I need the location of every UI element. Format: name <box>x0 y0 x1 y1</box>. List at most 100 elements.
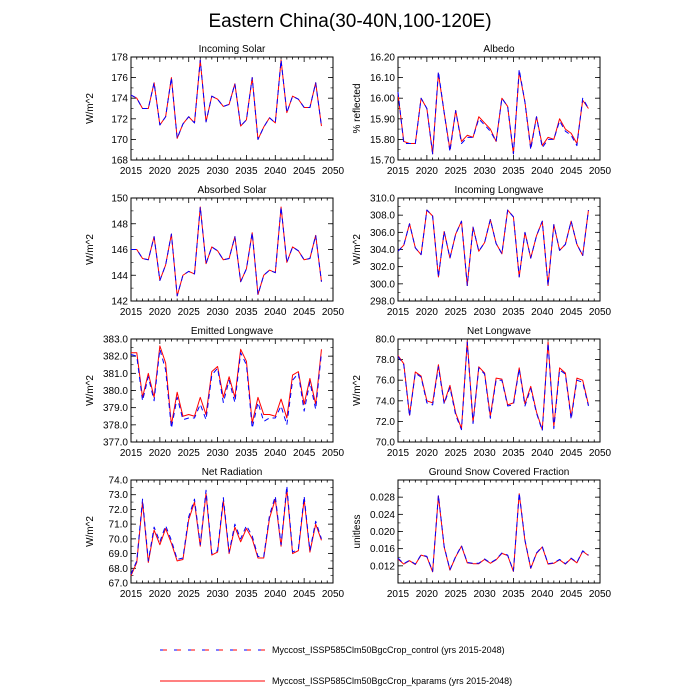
panel-title: Albedo <box>483 44 515 55</box>
y-tick-label: 71.0 <box>109 520 129 531</box>
y-tick-label: 380.0 <box>103 386 128 397</box>
x-tick-label: 2020 <box>416 589 439 600</box>
x-tick-label: 2035 <box>235 448 258 459</box>
x-tick-label: 2050 <box>589 166 612 177</box>
y-tick-label: 168 <box>111 156 128 167</box>
y-tick-label: 15.80 <box>370 135 395 146</box>
series-line-kparams <box>131 345 322 426</box>
x-tick-label: 2030 <box>206 448 229 459</box>
x-tick-label: 2050 <box>322 166 345 177</box>
y-tick-label: 16.20 <box>370 53 395 64</box>
y-tick-label: 298.0 <box>370 297 395 308</box>
x-tick-label: 2040 <box>264 307 287 318</box>
panel-albedo: Albedo 2015 2020 2025 2030 2035 2040 2045 2050 15… <box>352 44 612 177</box>
x-tick-label: 2020 <box>149 589 172 600</box>
y-tick-label: 172 <box>111 114 128 125</box>
x-tick-label: 2040 <box>264 589 287 600</box>
y-tick-label: 178 <box>111 53 128 64</box>
y-tick-label: 76.0 <box>376 376 396 387</box>
x-tick-label: 2025 <box>178 307 201 318</box>
y-tick-label: 70.0 <box>376 438 396 449</box>
panel-title: Net Longwave <box>467 326 531 337</box>
x-tick-label: 2035 <box>235 166 258 177</box>
x-tick-label: 2025 <box>178 589 201 600</box>
panel-title: Incoming Solar <box>199 44 266 55</box>
x-tick-label: 2030 <box>473 589 496 600</box>
x-tick-label: 2030 <box>206 589 229 600</box>
plot-frame <box>130 56 334 161</box>
x-tick-label: 2015 <box>387 307 410 318</box>
y-tick-label: 74.0 <box>376 396 396 407</box>
x-tick-label: 2050 <box>322 448 345 459</box>
y-tick-label: 304.0 <box>370 245 395 256</box>
y-axis-label: W/m^2 <box>85 234 96 265</box>
y-tick-label: 72.0 <box>109 505 129 516</box>
x-tick-label: 2030 <box>206 307 229 318</box>
x-tick-label: 2020 <box>416 307 439 318</box>
x-tick-label: 2050 <box>322 589 345 600</box>
x-tick-label: 2025 <box>178 166 201 177</box>
y-tick-label: 0.020 <box>370 527 395 538</box>
x-tick-label: 2035 <box>502 589 525 600</box>
x-tick-label: 2040 <box>264 448 287 459</box>
x-tick-label: 2020 <box>416 166 439 177</box>
plot-frame <box>397 338 601 443</box>
figure-title: Eastern China(30-40N,100-120E) <box>208 11 491 32</box>
plot-frame <box>130 479 334 584</box>
x-tick-label: 2040 <box>264 166 287 177</box>
series-line-kparams <box>397 70 589 155</box>
x-tick-label: 2015 <box>120 448 143 459</box>
panel-net-radiation: Net Radiation 2015 2020 2025 2030 2035 2040 204… <box>85 467 345 600</box>
x-tick-label: 2020 <box>149 307 172 318</box>
series-line-kparams <box>397 209 589 287</box>
y-tick-label: 170 <box>111 135 128 146</box>
x-tick-label: 2015 <box>120 307 143 318</box>
legend-label-kparams: Myccost_ISSP585Clm50BgcCrop_kparams (yrs… <box>272 676 512 686</box>
x-tick-label: 2030 <box>206 166 229 177</box>
series-line-control <box>397 341 589 432</box>
x-tick-label: 2025 <box>445 448 468 459</box>
panel-incoming-solar: Incoming Solar 2015 2020 2025 2030 2035 2040 20… <box>85 44 345 177</box>
y-tick-label: 74.0 <box>109 476 129 487</box>
y-tick-label: 379.0 <box>103 403 128 414</box>
x-tick-label: 2045 <box>293 589 316 600</box>
y-tick-label: 73.0 <box>109 490 129 501</box>
x-tick-label: 2035 <box>235 307 258 318</box>
panel-title: Emitted Longwave <box>191 326 274 337</box>
y-axis-label: W/m^2 <box>352 375 363 406</box>
y-tick-label: 381.0 <box>103 369 128 380</box>
x-tick-label: 2035 <box>502 166 525 177</box>
series-line-control <box>397 492 589 572</box>
x-tick-label: 2030 <box>473 166 496 177</box>
x-tick-label: 2035 <box>235 589 258 600</box>
y-axis-label: W/m^2 <box>85 516 96 547</box>
y-tick-label: 300.0 <box>370 279 395 290</box>
x-tick-label: 2045 <box>293 448 316 459</box>
y-axis-label: W/m^2 <box>352 234 363 265</box>
y-tick-label: 67.0 <box>109 579 129 590</box>
y-tick-label: 16.10 <box>370 73 395 84</box>
series-line-control <box>131 206 322 297</box>
series-line-kparams <box>130 488 322 576</box>
plot-frame <box>397 479 601 584</box>
y-tick-label: 0.016 <box>370 544 395 555</box>
y-tick-label: 302.0 <box>370 262 395 273</box>
y-tick-label: 72.0 <box>376 417 396 428</box>
x-tick-label: 2015 <box>387 589 410 600</box>
y-tick-label: 382.0 <box>103 352 128 363</box>
x-tick-label: 2035 <box>502 307 525 318</box>
series-line-control <box>130 348 322 429</box>
x-tick-label: 2045 <box>560 448 583 459</box>
y-tick-label: 144 <box>111 271 128 282</box>
x-tick-label: 2035 <box>502 448 525 459</box>
x-tick-label: 2015 <box>120 166 143 177</box>
series-line-kparams <box>130 59 322 140</box>
x-tick-label: 2030 <box>473 448 496 459</box>
panel-title: Ground Snow Covered Fraction <box>429 467 570 478</box>
y-tick-label: 146 <box>111 245 128 256</box>
panel-title: Net Radiation <box>202 467 263 478</box>
y-tick-label: 15.90 <box>370 114 395 125</box>
y-tick-label: 378.0 <box>103 420 128 431</box>
x-tick-label: 2045 <box>560 166 583 177</box>
